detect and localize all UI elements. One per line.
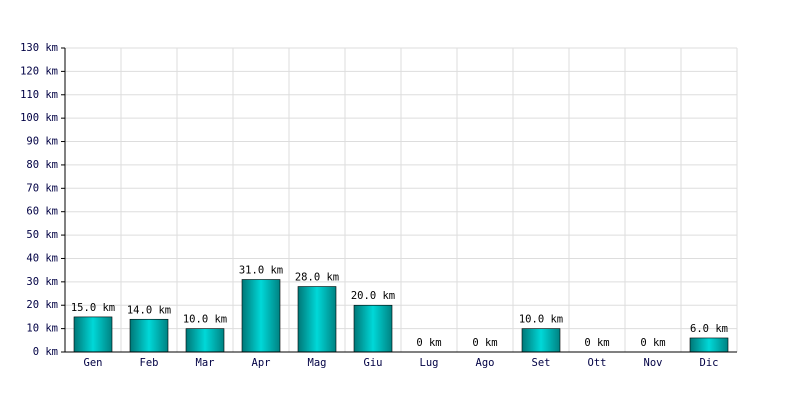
x-tick-label: Mar [196,357,215,369]
data-label: 0 km [584,337,609,349]
x-tick-label: Mag [308,357,327,369]
x-tick-label: Dic [700,357,719,369]
bar-shade [74,316,112,352]
y-tick-label: 110 km [20,89,58,101]
x-tick-label: Ago [476,357,495,369]
y-tick-label: 120 km [20,65,58,77]
bar-shade [298,286,336,352]
bar-shade [186,328,224,352]
y-tick-label: 100 km [20,112,58,124]
y-tick-label: 130 km [20,42,58,54]
x-tick-label: Gen [84,357,103,369]
y-tick-label: 70 km [26,182,58,194]
y-tick-label: 20 km [26,299,58,311]
data-label: 0 km [416,337,441,349]
y-tick-label: 10 km [26,323,58,335]
bar-shade [242,279,280,352]
x-tick-label: Nov [644,357,663,369]
bar-shade [690,337,728,352]
y-tick-label: 50 km [26,229,58,241]
y-tick-label: 90 km [26,136,58,148]
data-label: 28.0 km [295,272,339,284]
x-tick-label: Set [532,357,551,369]
data-label: 14.0 km [127,304,171,316]
bar-shade [522,328,560,352]
data-label: 0 km [640,337,665,349]
y-tick-label: 40 km [26,252,58,264]
data-label: 10.0 km [183,314,227,326]
bar-shade [354,305,392,352]
x-tick-label: Ott [588,357,607,369]
y-tick-label: 30 km [26,276,58,288]
x-tick-label: Apr [252,357,271,369]
x-tick-label: Lug [420,357,439,369]
data-label: 31.0 km [239,265,283,277]
data-label: 15.0 km [71,302,115,314]
bar-shade [130,319,168,352]
data-label: 6.0 km [690,323,728,335]
y-tick-label: 60 km [26,206,58,218]
data-label: 10.0 km [519,314,563,326]
x-tick-label: Feb [140,357,159,369]
y-tick-label: 80 km [26,159,58,171]
data-label: 0 km [472,337,497,349]
data-label: 20.0 km [351,290,395,302]
x-tick-label: Giu [364,357,383,369]
y-tick-label: 0 km [33,346,58,358]
